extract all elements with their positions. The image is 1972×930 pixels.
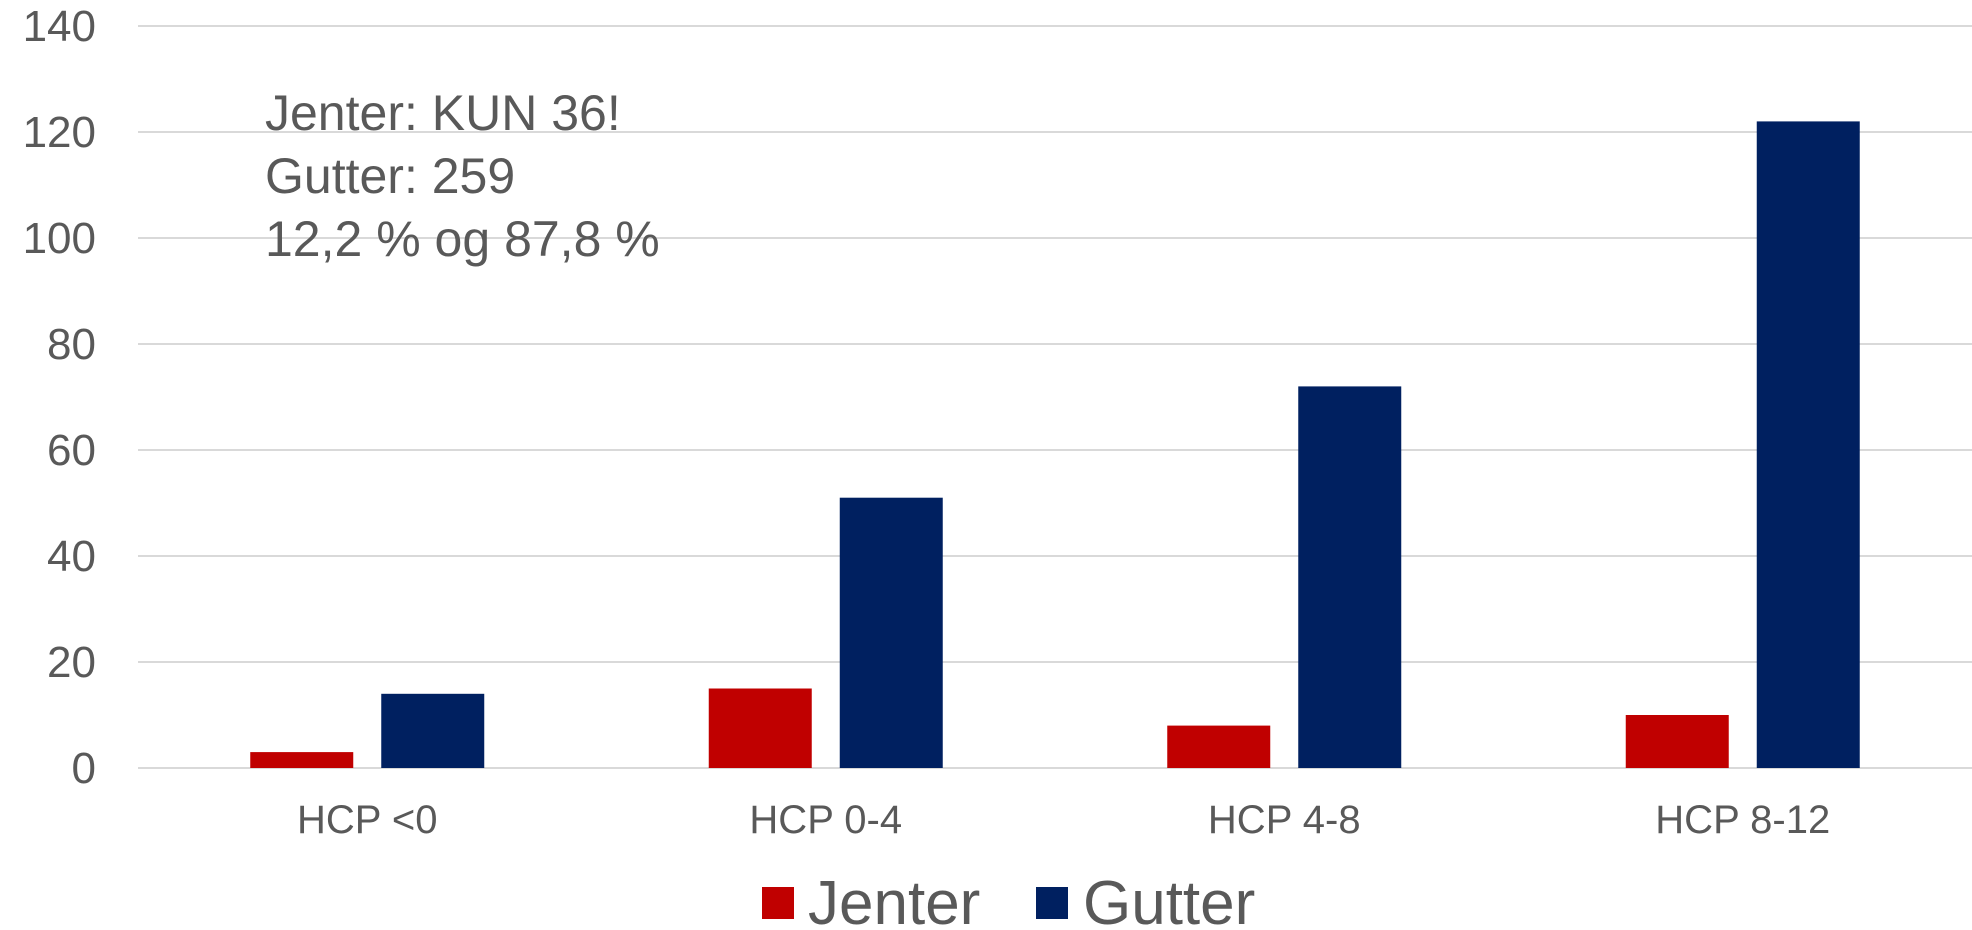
y-tick-label: 40	[47, 532, 96, 581]
annotation-line-1: Jenter: KUN 36!	[265, 85, 621, 141]
x-category-label: HCP 0-4	[749, 798, 902, 842]
annotation-box: Jenter: KUN 36! Gutter: 259 12,2 % og 87…	[265, 85, 660, 267]
y-tick-label: 140	[23, 2, 96, 51]
y-tick-label: 100	[23, 214, 96, 263]
gridlines	[138, 25, 1972, 769]
bar-gutter-1	[839, 497, 943, 768]
bar-jenter-3	[1625, 715, 1729, 768]
x-category-label: HCP 4-8	[1208, 798, 1361, 842]
x-axis-category-labels: HCP <0 HCP 0-4 HCP 4-8 HCP 8-12	[297, 798, 1830, 842]
annotation-line-3: 12,2 % og 87,8 %	[265, 211, 660, 267]
legend-swatch-jenter	[762, 887, 794, 919]
legend: Jenter Gutter	[762, 869, 1255, 930]
bar-jenter-0	[250, 752, 354, 768]
bar-gutter-0	[381, 693, 485, 768]
y-tick-label: 0	[72, 744, 96, 793]
bar-jenter-2	[1167, 725, 1271, 768]
y-tick-label: 60	[47, 426, 96, 475]
y-tick-label: 20	[47, 638, 96, 687]
y-tick-label: 120	[23, 108, 96, 157]
bar-jenter-1	[708, 688, 812, 768]
legend-swatch-gutter	[1036, 887, 1068, 919]
annotation-line-2: Gutter: 259	[265, 148, 515, 204]
legend-label-gutter: Gutter	[1083, 869, 1255, 930]
y-axis-tick-labels: 0 20 40 60 80 100 120 140	[23, 2, 96, 793]
bar-gutter-3	[1756, 121, 1860, 768]
bar-gutter-2	[1298, 386, 1402, 768]
y-tick-label: 80	[47, 320, 96, 369]
x-category-label: HCP 8-12	[1655, 798, 1830, 842]
legend-label-jenter: Jenter	[808, 869, 980, 930]
x-category-label: HCP <0	[297, 798, 437, 842]
bars	[250, 121, 1860, 768]
